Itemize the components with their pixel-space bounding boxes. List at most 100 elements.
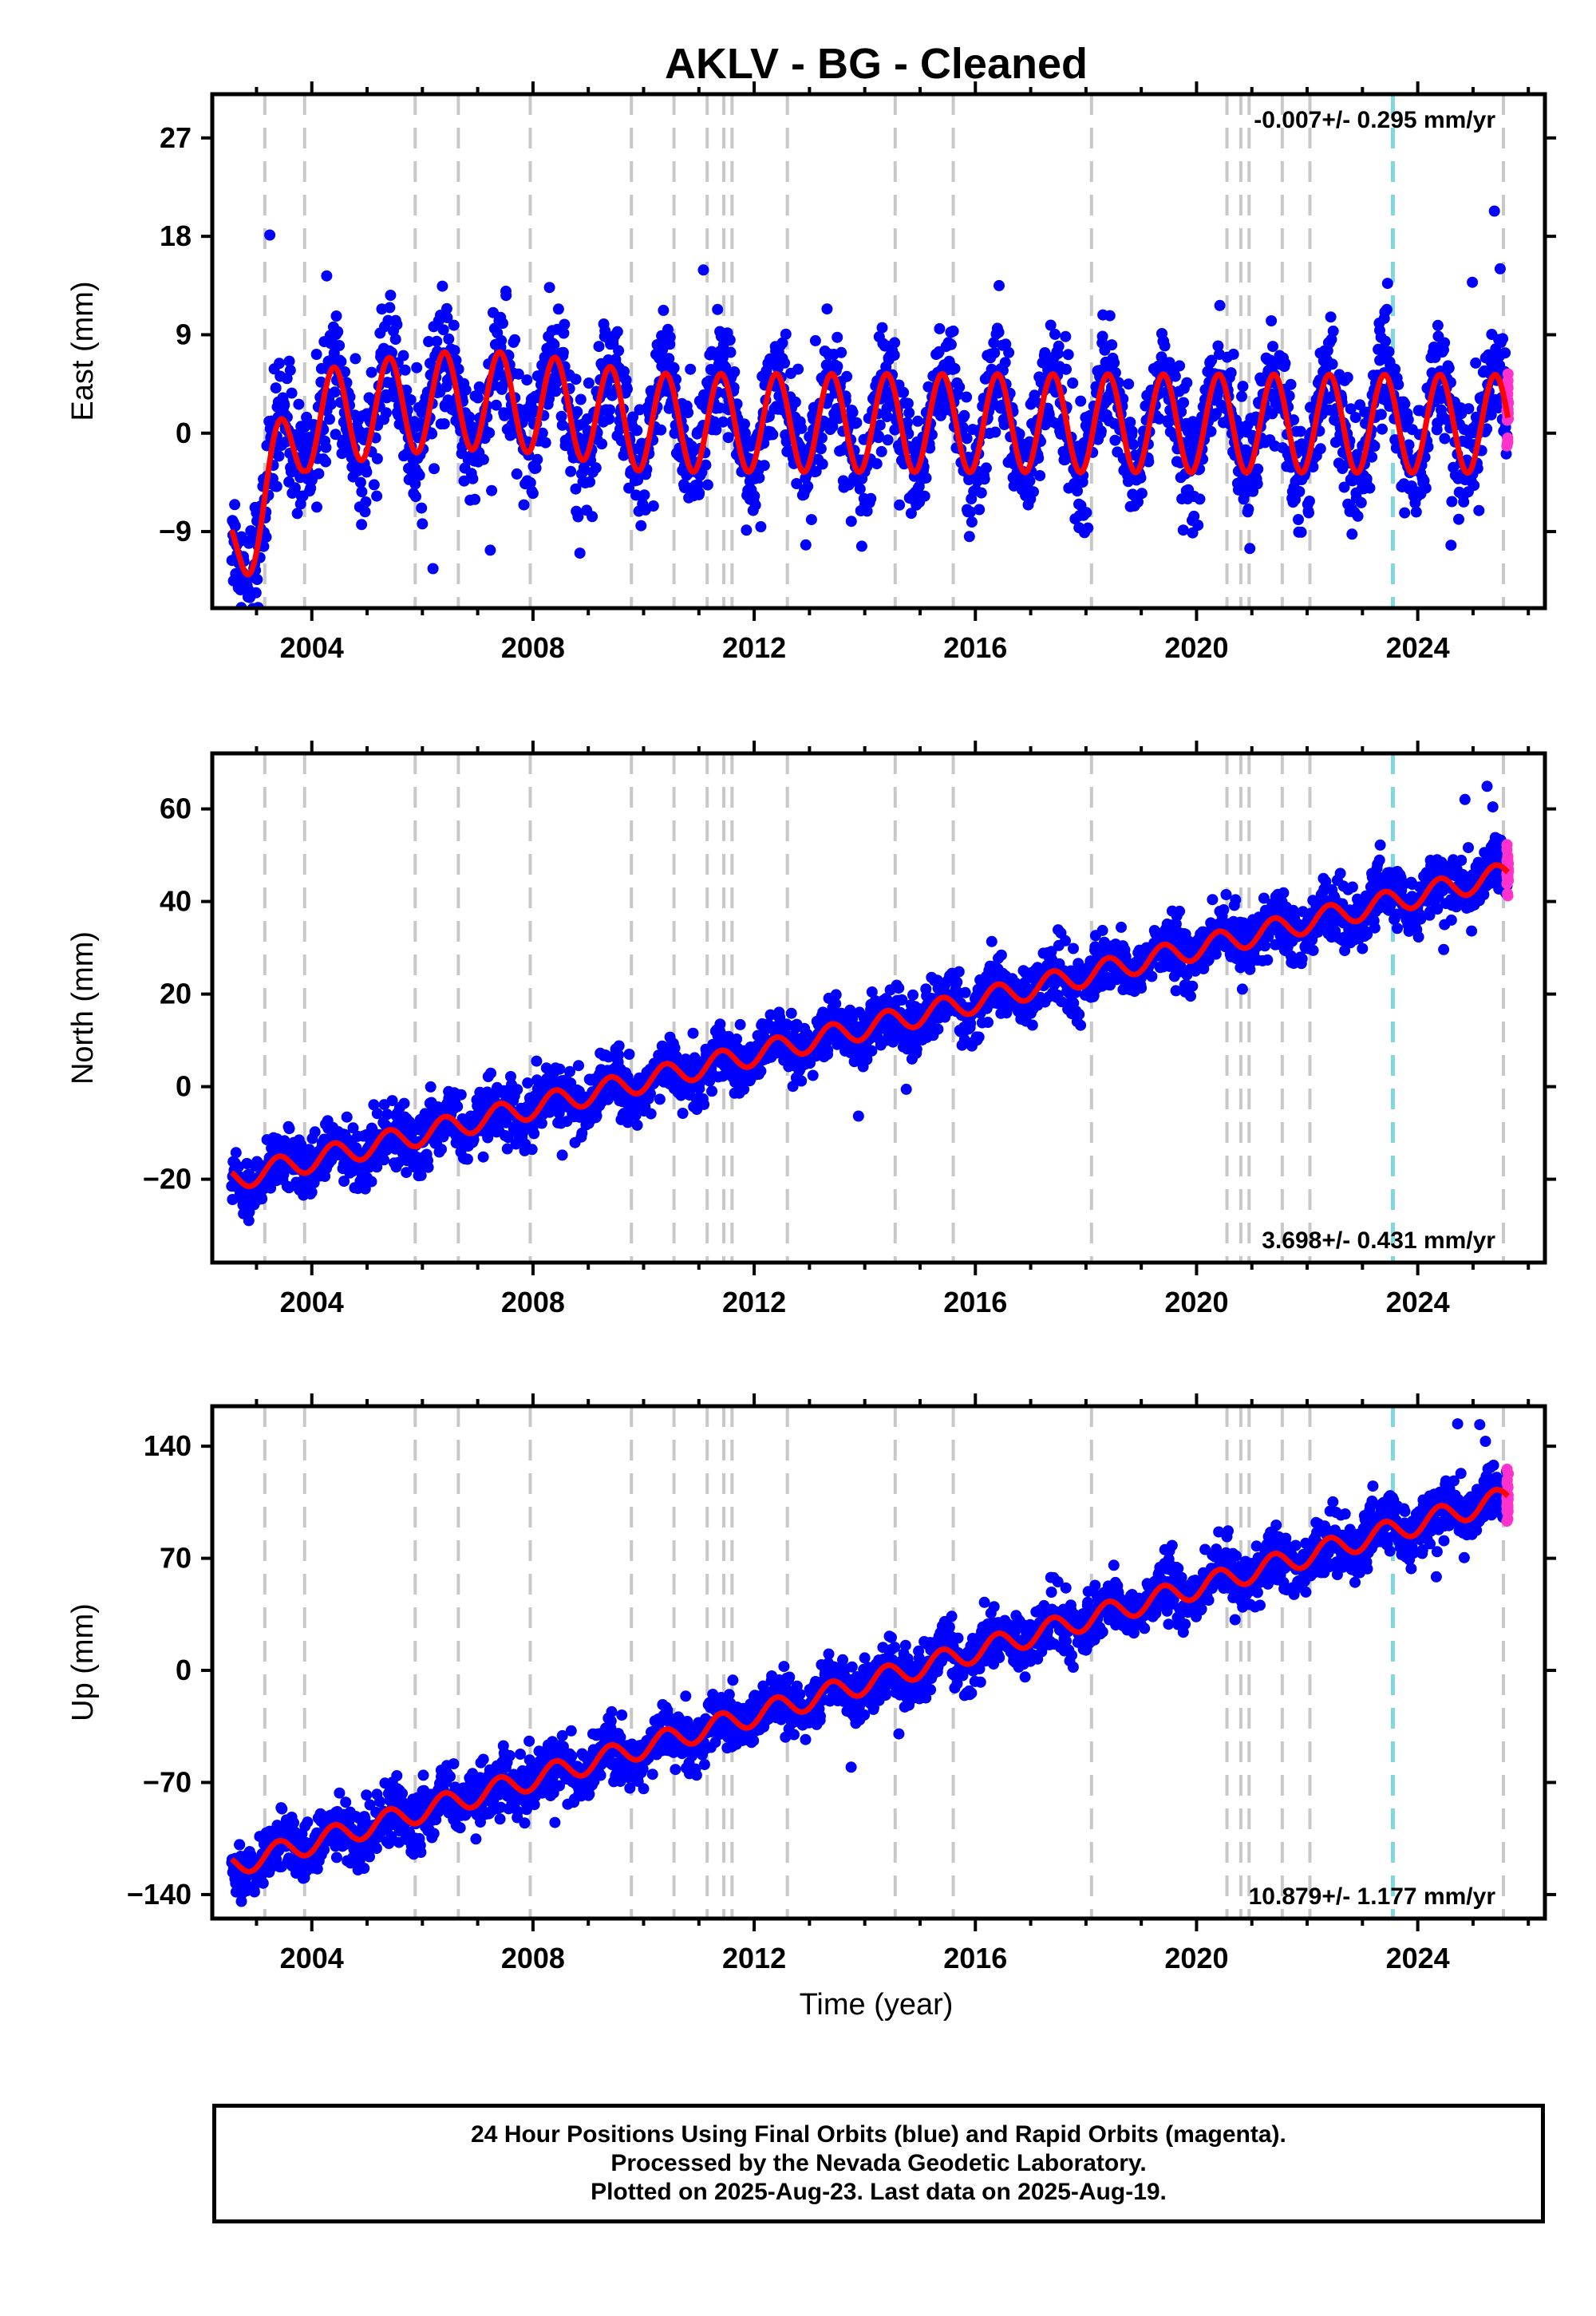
data-point xyxy=(497,318,508,330)
data-point xyxy=(273,450,285,462)
data-point xyxy=(1188,510,1200,522)
data-point xyxy=(574,547,586,559)
data-point xyxy=(260,531,272,543)
data-point xyxy=(1192,520,1204,532)
data-point xyxy=(1061,363,1072,375)
data-point xyxy=(557,346,569,358)
data-point xyxy=(1251,478,1263,490)
data-point xyxy=(1024,475,1036,487)
data-point xyxy=(918,490,930,502)
data-point xyxy=(645,1108,657,1120)
data-point xyxy=(256,1193,268,1205)
data-point xyxy=(1361,473,1373,484)
data-point xyxy=(1211,408,1222,420)
data-point xyxy=(630,1109,642,1121)
data-point xyxy=(265,1182,277,1194)
data-point xyxy=(365,366,377,378)
data-point xyxy=(658,304,670,316)
data-point xyxy=(330,310,342,322)
data-point xyxy=(654,1093,666,1105)
data-point xyxy=(573,1060,584,1072)
data-point xyxy=(1294,486,1306,497)
data-point xyxy=(306,1186,318,1198)
data-point xyxy=(816,432,828,444)
data-point xyxy=(1227,348,1239,360)
data-point xyxy=(1380,335,1392,347)
data-point xyxy=(286,387,298,399)
data-point xyxy=(692,479,704,491)
data-point xyxy=(975,487,987,499)
data-point xyxy=(437,280,448,292)
data-point xyxy=(603,413,615,425)
data-point xyxy=(630,489,642,501)
data-point xyxy=(1053,340,1065,352)
data-point xyxy=(1075,1019,1087,1031)
data-point xyxy=(631,425,643,437)
y-tick-label: 9 xyxy=(176,318,192,350)
data-point xyxy=(874,419,886,431)
data-point xyxy=(889,337,901,349)
x-tick-label: 2012 xyxy=(722,631,786,664)
data-point xyxy=(527,488,539,500)
data-point xyxy=(452,1101,464,1113)
data-point xyxy=(381,1109,393,1120)
data-point xyxy=(965,506,977,518)
data-point xyxy=(359,506,371,518)
data-point xyxy=(1314,443,1326,455)
data-point xyxy=(309,1126,321,1138)
data-point xyxy=(524,476,536,488)
data-point xyxy=(1045,319,1057,331)
data-point xyxy=(604,404,616,416)
figure-title: AKLV - BG - Cleaned xyxy=(665,40,1088,88)
data-point xyxy=(900,1083,912,1095)
data-point xyxy=(1060,935,1071,947)
data-point xyxy=(805,514,817,526)
data-point xyxy=(1377,423,1388,435)
y-axis-label: East (mm) xyxy=(66,281,100,421)
data-point xyxy=(973,1031,985,1043)
data-point xyxy=(1159,340,1171,352)
data-point xyxy=(668,362,680,374)
data-point xyxy=(873,430,884,442)
data-point xyxy=(1445,539,1457,551)
data-point xyxy=(816,458,828,470)
data-point xyxy=(1485,409,1497,421)
data-point xyxy=(1218,904,1230,915)
data-point xyxy=(932,1023,944,1035)
data-point xyxy=(477,453,489,465)
data-point xyxy=(1206,354,1218,366)
data-point xyxy=(1439,337,1451,349)
data-point xyxy=(1366,451,1378,463)
data-point xyxy=(411,362,423,373)
data-point xyxy=(741,524,753,536)
data-point xyxy=(1346,528,1358,540)
data-point xyxy=(234,613,245,624)
data-point xyxy=(854,483,866,495)
data-point xyxy=(866,986,878,998)
data-point xyxy=(1440,413,1452,425)
data-point xyxy=(1003,346,1015,358)
data-point xyxy=(1338,481,1350,493)
data-point xyxy=(329,386,341,398)
data-point xyxy=(1288,414,1300,426)
data-point xyxy=(501,1143,513,1155)
data-point xyxy=(399,364,411,376)
data-point xyxy=(429,463,440,475)
data-point xyxy=(710,424,722,436)
data-point xyxy=(484,427,496,439)
data-point xyxy=(1177,524,1189,536)
data-point xyxy=(467,472,479,484)
data-point xyxy=(898,386,910,398)
x-tick-label: 2004 xyxy=(280,631,344,664)
data-point xyxy=(368,1099,380,1111)
x-tick-label: 2020 xyxy=(1164,631,1228,664)
data-point xyxy=(431,335,443,347)
data-point xyxy=(810,465,822,477)
data-point xyxy=(1399,398,1411,410)
data-point xyxy=(1278,887,1290,899)
data-point xyxy=(755,1065,767,1077)
data-point xyxy=(1123,378,1135,390)
data-point xyxy=(1082,522,1094,534)
